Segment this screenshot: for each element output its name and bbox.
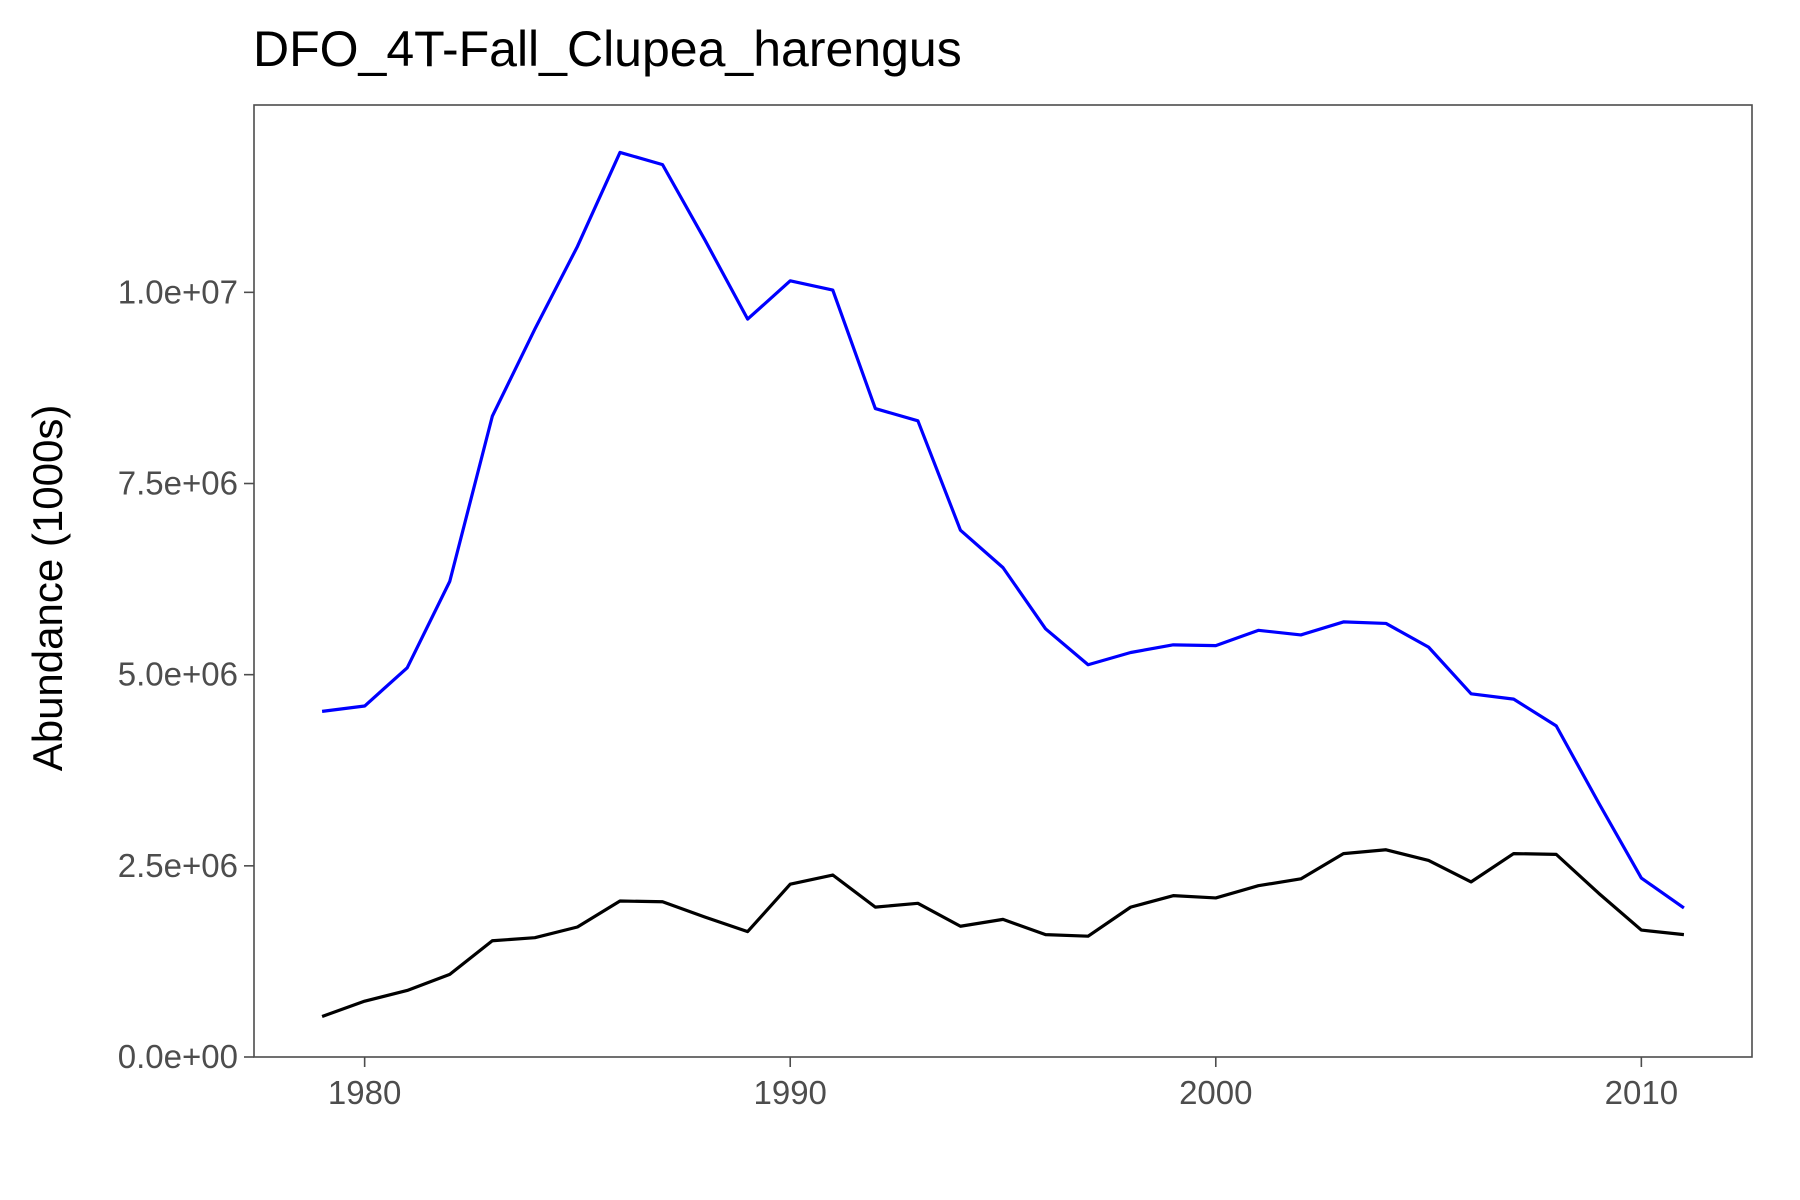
- series-line-2: [321, 848, 1685, 1018]
- x-tick-label: 1990: [754, 1074, 827, 1111]
- y-tick-label: 0.0e+00: [118, 1038, 238, 1075]
- y-tick-label: 1.0e+07: [118, 273, 238, 310]
- chart-title: DFO_4T-Fall_Clupea_harengus: [253, 21, 962, 77]
- y-tick-label: 5.0e+06: [118, 656, 238, 693]
- y-axis-title: Abundance (1000s): [24, 405, 71, 772]
- x-tick-label: 2010: [1605, 1074, 1678, 1111]
- series-line-1: [321, 150, 1685, 910]
- plot-panel-border: [253, 104, 1753, 1058]
- y-tick-label: 7.5e+06: [118, 465, 238, 502]
- axes: 0.0e+00 2.5e+06 5.0e+06 7.5e+06 1.0e+07 1980 1…: [118, 273, 1678, 1111]
- y-tick-label: 2.5e+06: [118, 847, 238, 884]
- series-layer: [321, 150, 1685, 1018]
- x-tick-label: 2000: [1179, 1074, 1252, 1111]
- x-tick-label: 1980: [328, 1074, 401, 1111]
